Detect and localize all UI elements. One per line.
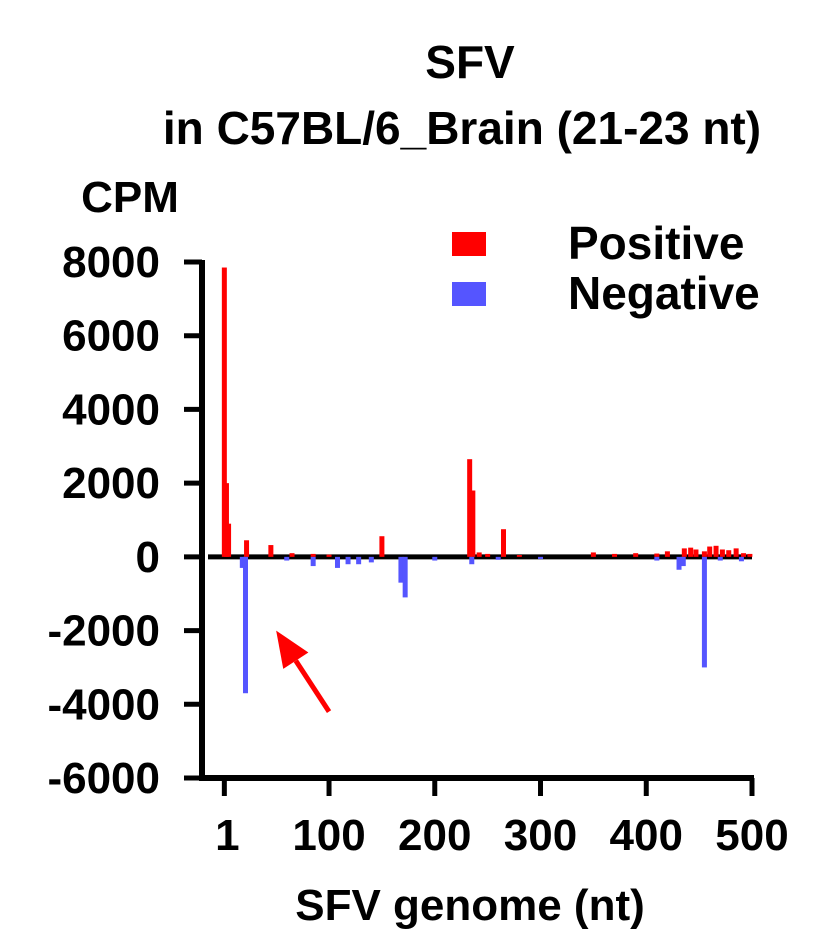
y-tick-label-1: 6000 [62,312,160,361]
annotation-arrow-head-0 [276,630,309,669]
negative-bar-11 [469,556,475,565]
chart-title: SFV [425,36,515,88]
y-tick-label-0: 8000 [62,238,160,287]
positive-bar-20 [681,548,687,557]
negative-bar-2 [284,556,290,561]
annotation-arrow-shaft-0 [293,659,332,714]
negative-bar-6 [356,556,362,565]
annotations [276,630,332,714]
positive-bar-27 [726,550,732,557]
positive-bar-23 [701,551,707,557]
x-axis-label: SFV genome (nt) [295,881,645,930]
positive-bar-25 [713,545,719,557]
positive-bar-4 [268,545,274,557]
negative-bar-9 [402,556,408,598]
positive-bar-1 [223,483,229,557]
negative-bar-7 [368,556,374,563]
ticks: 8000 6000 4000 2000 0 -2000 -4000 -6000 1 100 200 3… [47,238,788,860]
legend-label-negative: Negative [568,267,760,319]
negative-bar-8 [398,556,404,583]
positive-bar-2 [226,523,232,557]
y-axis-label: CPM [81,173,179,222]
legend-label-positive: Positive [568,217,744,269]
negative-bar-18 [717,556,723,561]
positive-bar-9 [467,459,473,557]
x-tick-label-5: 500 [715,811,788,860]
positive-bar-29 [741,553,747,557]
positive-bar-21 [688,547,694,557]
negative-bar-4 [334,556,340,568]
positive-bar-30 [747,553,753,557]
negative-bar-13 [538,556,544,560]
legend-swatch-negative [452,282,486,306]
negative-bar-15 [676,556,682,570]
positive-bar-24 [707,546,713,557]
chart-subtitle: in C57BL/6_Brain (21-23 nt) [163,102,761,154]
x-tick-label-4: 400 [610,811,683,860]
positive-bar-6 [310,553,316,557]
x-tick-label-0: 1 [215,811,239,860]
positive-bar-3 [244,540,250,557]
positive-bar-17 [633,553,639,557]
negative-bar-10 [432,556,438,561]
positive-bar-13 [501,529,507,557]
positive-bar-8 [379,536,385,557]
positive-bar-18 [654,553,660,557]
y-tick-label-7: -6000 [47,754,160,803]
negative-bar-1 [242,556,248,694]
x-tick-label-2: 200 [398,811,471,860]
negative-bar-12 [495,556,501,560]
x-tick-label-3: 300 [504,811,577,860]
negative-bar-3 [310,556,316,567]
negative-bar-16 [680,556,686,567]
positive-bar-19 [664,551,670,557]
y-tick-label-2: 4000 [62,385,160,434]
positive-bar-10 [470,490,476,557]
positive-bar-16 [612,553,618,557]
negative-bar-14 [654,556,660,561]
negative-bar-19 [738,556,744,562]
positive-bar-15 [590,552,596,557]
positive-bar-5 [289,553,295,557]
negative-bar-0 [239,556,245,568]
positive-bar-11 [476,552,482,557]
y-tick-label-4: 0 [136,533,160,582]
positive-bar-7 [326,554,332,557]
legend-swatch-positive [452,232,486,256]
negative-bar-17 [701,556,707,668]
y-tick-label-3: 2000 [62,459,160,508]
negative-bar-5 [345,556,351,565]
y-tick-label-6: -4000 [47,680,160,729]
x-tick-label-1: 100 [292,811,365,860]
bars [221,267,753,694]
positive-bar-22 [693,549,699,557]
positive-bar-28 [733,548,739,557]
positive-bar-26 [719,549,725,557]
positive-bar-0 [221,267,227,557]
axes [199,260,754,781]
y-tick-label-5: -2000 [47,607,160,656]
positive-bar-12 [485,553,491,557]
positive-bar-14 [516,555,522,557]
